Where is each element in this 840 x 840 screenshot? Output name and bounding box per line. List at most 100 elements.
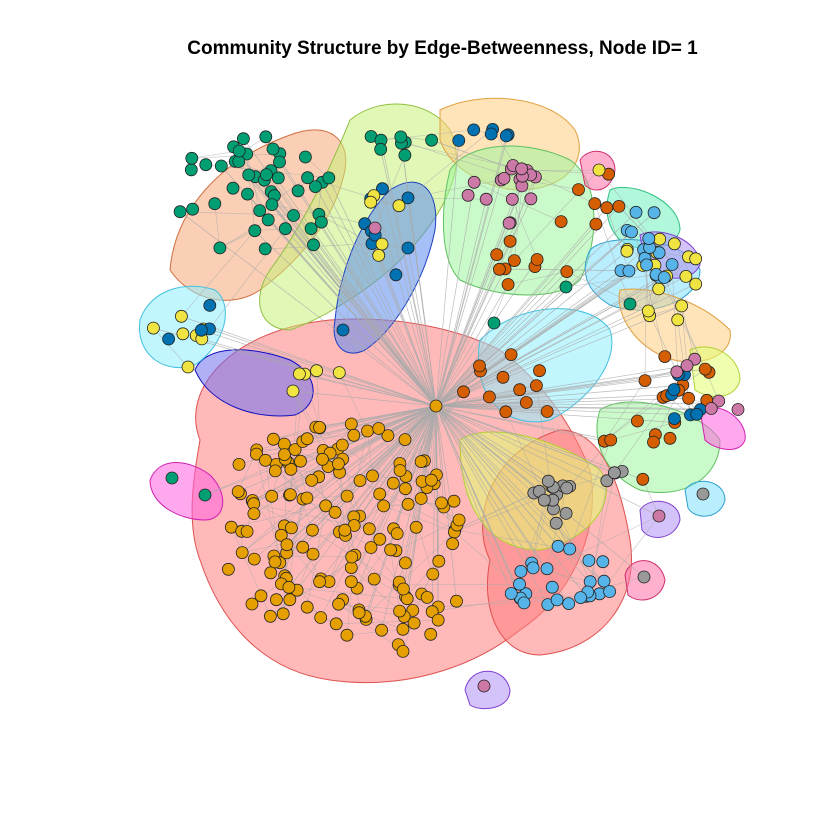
edge <box>552 500 591 582</box>
graph-node <box>336 323 350 337</box>
graph-node <box>203 298 217 312</box>
graph-node <box>689 277 703 291</box>
edge <box>435 405 607 482</box>
graph-node <box>620 244 634 258</box>
edge <box>380 140 437 407</box>
graph-node <box>315 452 329 466</box>
edge <box>435 405 611 441</box>
graph-node <box>608 466 621 480</box>
graph-node <box>414 492 428 505</box>
edge <box>435 405 643 480</box>
graph-node <box>526 561 540 575</box>
edge <box>420 405 437 462</box>
edge <box>342 458 360 517</box>
graph-node <box>261 213 275 227</box>
graph-node <box>396 622 410 636</box>
graph-node <box>497 171 511 185</box>
graph-node <box>241 187 254 201</box>
graph-node <box>374 142 388 156</box>
graph-node <box>298 150 312 164</box>
graph-node <box>426 567 440 581</box>
graph-node <box>313 575 327 589</box>
graph-node <box>407 616 421 630</box>
edge <box>339 472 356 556</box>
edge <box>435 405 600 595</box>
graph-node <box>432 554 446 568</box>
graph-node <box>294 454 307 468</box>
graph-node <box>213 241 227 255</box>
edge <box>181 230 255 317</box>
graph-node <box>490 248 504 262</box>
graph-node <box>704 402 718 415</box>
graph-node <box>572 183 585 197</box>
graph-node <box>214 159 228 173</box>
edge <box>435 206 620 407</box>
edge <box>350 476 407 582</box>
graph-node <box>657 271 671 284</box>
edge <box>435 231 632 407</box>
graph-node <box>487 316 501 330</box>
graph-node <box>636 472 650 486</box>
graph-node <box>186 202 200 216</box>
graph-node <box>235 546 249 559</box>
edge <box>435 405 567 489</box>
edge <box>285 228 437 407</box>
edge <box>265 136 437 407</box>
edge <box>219 230 255 249</box>
edge <box>399 583 520 586</box>
graph-node <box>322 171 336 185</box>
edge <box>406 498 422 599</box>
edge <box>350 405 437 582</box>
edge <box>369 460 425 530</box>
graph-node <box>499 129 513 143</box>
graph-node <box>519 396 533 409</box>
graph-node <box>425 133 439 147</box>
edge <box>339 372 368 432</box>
edge <box>204 464 277 496</box>
graph-node <box>240 525 254 538</box>
graph-node <box>266 432 280 446</box>
graph-node <box>731 403 745 416</box>
graph-node <box>505 192 519 206</box>
graph-node <box>259 130 273 144</box>
edge <box>435 284 509 407</box>
edge <box>265 460 281 563</box>
graph-node <box>545 580 559 594</box>
graph-node <box>680 359 694 373</box>
edge <box>321 182 437 407</box>
edge <box>435 405 439 621</box>
graph-node <box>675 299 688 313</box>
edge <box>435 305 682 407</box>
graph-node <box>658 350 672 364</box>
graph-node <box>247 552 261 566</box>
graph-node <box>268 555 282 569</box>
graph-node <box>435 496 448 510</box>
graph-node <box>690 407 704 421</box>
graph-node <box>429 399 443 413</box>
edge <box>435 286 567 407</box>
graph-node <box>647 435 660 449</box>
graph-node <box>308 180 322 194</box>
graph-node <box>368 221 382 235</box>
edge <box>307 434 354 440</box>
graph-node <box>431 613 445 627</box>
chart-title: Community Structure by Edge-Betweenness,… <box>187 38 698 59</box>
edge <box>435 405 660 517</box>
edge <box>435 405 512 594</box>
edge <box>214 203 221 248</box>
graph-node <box>304 222 318 236</box>
graph-node <box>344 561 358 574</box>
graph-node <box>540 405 554 418</box>
graph-node <box>174 309 188 323</box>
edge <box>316 370 320 428</box>
edge <box>242 405 437 553</box>
graph-node <box>612 199 626 213</box>
graph-node <box>345 550 359 564</box>
edge <box>365 531 455 617</box>
graph-node <box>551 539 565 553</box>
edge <box>273 426 316 440</box>
graph-node <box>253 204 267 218</box>
graph-node <box>338 523 352 537</box>
graph-node <box>514 565 528 578</box>
